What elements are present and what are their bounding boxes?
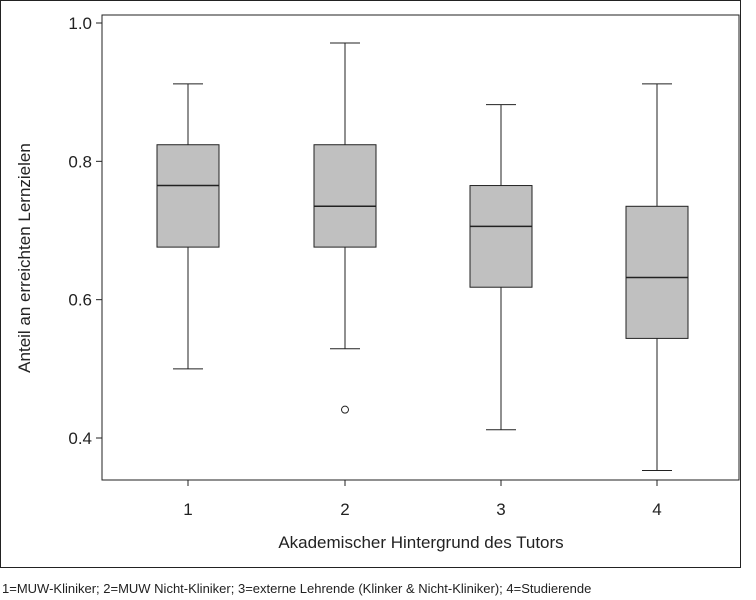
x-axis-label: Akademischer Hintergrund des Tutors [278, 533, 563, 552]
figure-caption: 1=MUW-Kliniker; 2=MUW Nicht-Kliniker; 3=… [2, 581, 592, 596]
outlier-point [341, 405, 349, 414]
boxplots [156, 42, 689, 472]
plot-area [101, 14, 740, 481]
figure-border [0, 0, 741, 568]
iqr-box [469, 185, 533, 288]
x-tick-label: 1 [183, 500, 192, 519]
box-1 [156, 83, 220, 370]
x-tick-label: 4 [652, 500, 661, 519]
box-3 [469, 104, 533, 431]
x-axis: 1 2 3 4 [183, 480, 662, 519]
box-4 [625, 83, 689, 472]
chart-frame: 0.4 0.6 0.8 1.0 1 2 3 4 Anteil an erreichten L… [0, 0, 741, 568]
y-tick-label: 1.0 [68, 14, 92, 33]
y-tick-label: 0.6 [68, 291, 92, 310]
y-tick-label: 0.8 [68, 152, 92, 171]
iqr-box [156, 144, 220, 248]
y-tick-label: 0.4 [68, 429, 92, 448]
iqr-box [625, 205, 689, 339]
x-tick-label: 2 [340, 500, 349, 519]
iqr-box [313, 144, 377, 248]
box-2 [313, 42, 377, 414]
y-axis-label: Anteil an erreichten Lernzielen [15, 143, 34, 373]
x-tick-label: 3 [496, 500, 505, 519]
y-axis: 0.4 0.6 0.8 1.0 [68, 14, 102, 448]
